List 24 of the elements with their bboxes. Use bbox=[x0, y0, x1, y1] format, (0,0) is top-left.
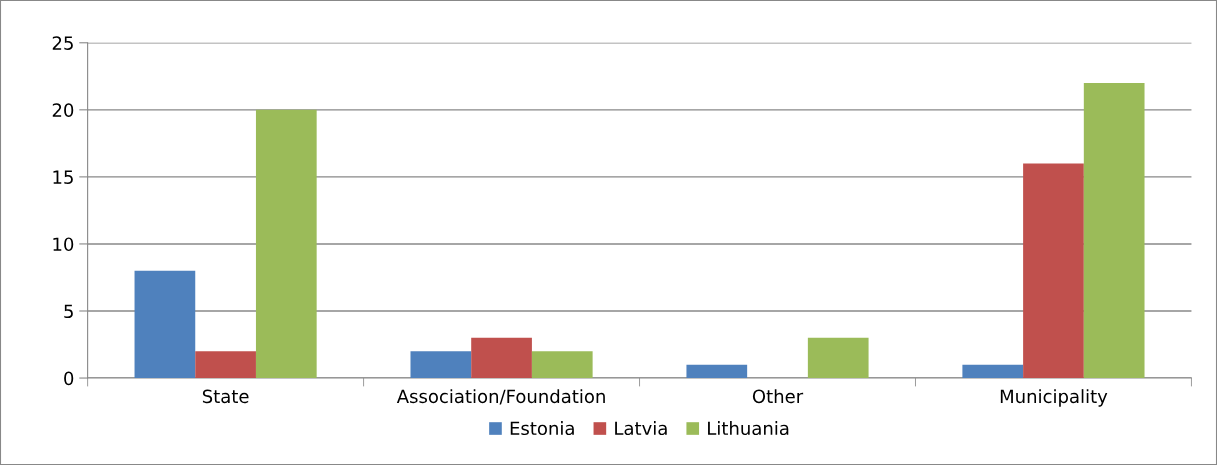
y-tick-label: 10 bbox=[53, 237, 74, 252]
x-tick-label: State bbox=[202, 389, 249, 404]
bar bbox=[686, 364, 748, 379]
bar bbox=[134, 270, 196, 379]
y-tick-label: 5 bbox=[64, 304, 73, 319]
bar bbox=[195, 351, 256, 379]
bar bbox=[410, 351, 472, 379]
y-tick-label: 15 bbox=[53, 170, 73, 184]
bar bbox=[531, 351, 593, 379]
bar bbox=[1023, 163, 1084, 379]
bar bbox=[962, 364, 1024, 379]
y-tick-label: 25 bbox=[52, 36, 73, 50]
x-tick-label: Other bbox=[752, 389, 804, 404]
legend-label: Lithuania bbox=[708, 421, 789, 436]
bar bbox=[807, 337, 869, 379]
y-tick-label: 20 bbox=[52, 103, 74, 117]
legend-label: Latvia bbox=[615, 421, 667, 436]
legend-label: Estonia bbox=[510, 421, 574, 436]
bar bbox=[1083, 83, 1145, 379]
bar bbox=[255, 109, 317, 379]
bar bbox=[471, 337, 532, 379]
x-tick-label: Municipality bbox=[1000, 389, 1108, 407]
x-tick-label: Association/Foundation bbox=[396, 389, 605, 405]
y-tick-label: 0 bbox=[64, 371, 74, 386]
